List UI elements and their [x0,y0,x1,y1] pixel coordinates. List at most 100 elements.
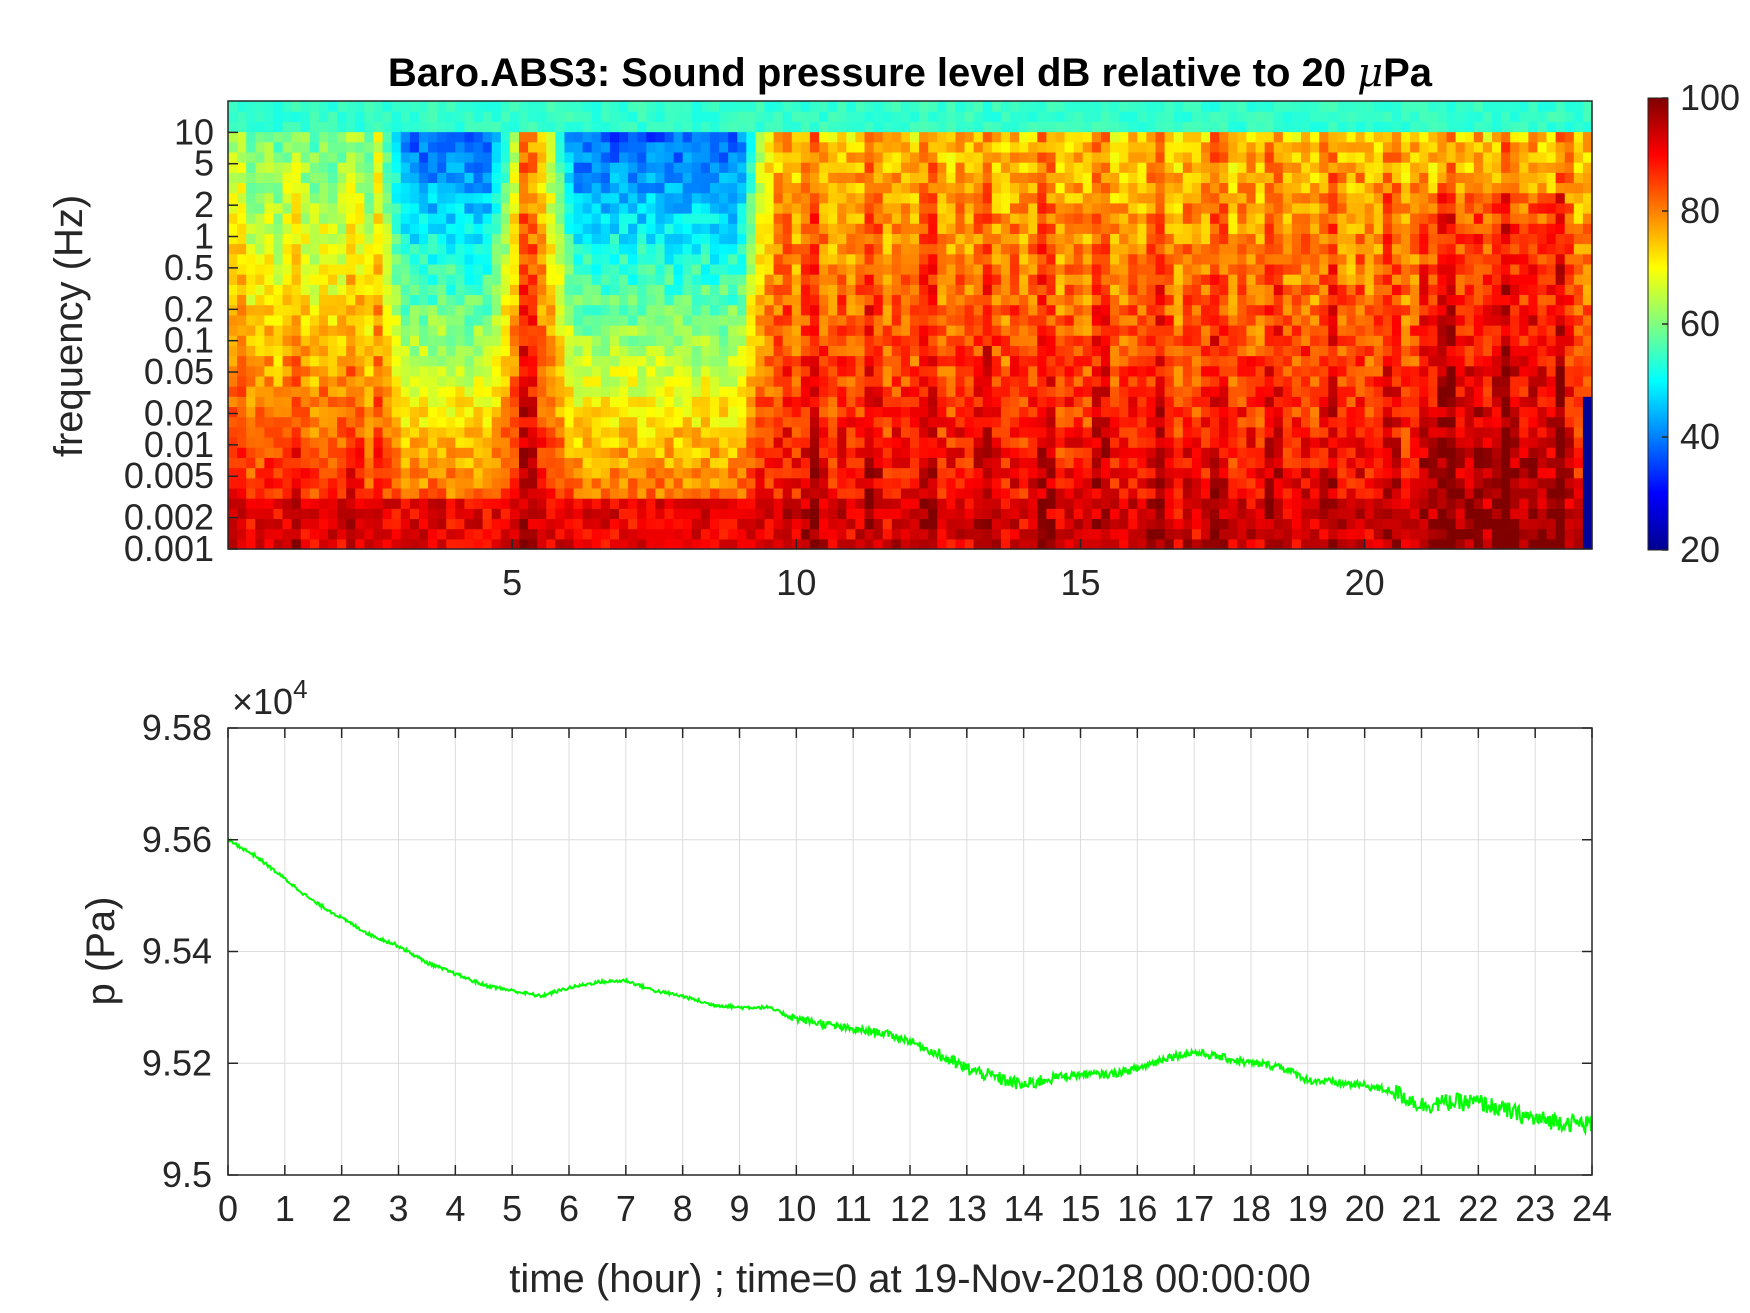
heatmap-cell [637,131,647,143]
heatmap-cell [700,508,711,520]
heatmap-cell [228,518,238,530]
heatmap-cell [1246,528,1257,540]
heatmap-cell [1119,131,1129,143]
heatmap-cell [355,304,365,316]
heatmap-cell [1019,375,1029,387]
heatmap-cell [264,101,275,112]
heatmap-cell [418,355,429,367]
heatmap-cell [1091,304,1102,316]
heatmap-cell [500,467,511,479]
heatmap-cell [1191,213,1202,224]
heatmap-cell [482,498,493,509]
heatmap-cell [800,457,811,469]
heatmap-cell [709,335,720,346]
heatmap-cell [373,396,384,408]
heatmap-cell [600,538,611,550]
heatmap-cell [228,426,238,438]
heatmap-cell [891,365,902,377]
heatmap-cell [864,233,875,245]
heatmap-cell [518,243,529,255]
heatmap-cell [473,141,484,153]
heatmap-cell [828,477,838,489]
heatmap-cell [355,213,365,224]
heatmap-cell [1019,365,1029,377]
heatmap-cell [237,233,247,245]
heatmap-cell [728,416,738,428]
heatmap-cell [555,467,566,479]
heatmap-cell [646,498,656,509]
heatmap-cell [1100,314,1111,326]
heatmap-cell [255,192,265,204]
heatmap-cell [1173,447,1184,458]
heatmap-cell [682,111,693,122]
heatmap-cell [837,172,847,184]
heatmap-cell [1210,121,1220,133]
heatmap-cell [937,498,947,509]
heatmap-cell [973,294,984,306]
heatmap-cell [537,182,547,194]
heatmap-cell [655,182,666,194]
heatmap-cell [619,121,629,133]
heatmap-cell [700,457,711,469]
heatmap-cell [228,467,238,479]
heatmap-cell [1200,151,1211,163]
heatmap-cell [446,141,456,153]
heatmap-cell [1046,192,1057,204]
heatmap-cell [1237,365,1248,377]
heatmap-cell [1110,508,1120,520]
heatmap-cell [809,182,820,194]
heatmap-cell [682,406,693,418]
heatmap-cell [309,518,320,530]
heatmap-cell [873,162,884,173]
heatmap-cell [719,528,729,540]
heatmap-cell [309,528,320,540]
heatmap-cell [891,253,902,265]
heatmap-cell [991,335,1002,346]
heatmap-cell [1146,365,1157,377]
heatmap-cell [1064,284,1075,296]
heatmap-cell [546,416,556,428]
heatmap-cell [482,508,493,520]
heatmap-cell [691,192,702,204]
heatmap-cell [1164,243,1175,255]
heatmap-cell [800,406,811,418]
heatmap-cell [709,182,720,194]
heatmap-cell [428,233,438,245]
heatmap-cell [700,528,711,540]
heatmap-cell [755,396,766,408]
heatmap-cell [673,498,684,509]
heatmap-cell [418,538,429,550]
heatmap-cell [300,447,311,458]
heatmap-cell [700,518,711,530]
heatmap-cell [982,375,993,387]
heatmap-cell [291,294,302,306]
heatmap-cell [509,467,520,479]
heatmap-cell [1110,477,1120,489]
heatmap-cell [309,263,320,275]
heatmap-cell [328,396,338,408]
heatmap-cell [228,477,238,489]
heatmap-cell [882,498,893,509]
heatmap-cell [373,121,384,133]
heatmap-cell [764,182,775,194]
heatmap-cell [491,304,502,316]
heatmap-cell [737,101,747,112]
heatmap-cell [982,487,993,499]
heatmap-cell [1191,375,1202,387]
heatmap-cell [264,406,275,418]
heatmap-cell [473,487,484,499]
heatmap-cell [437,426,447,438]
heatmap-cell [719,447,729,458]
heatmap-cell [955,518,966,530]
heatmap-cell [518,314,529,326]
heatmap-cell [973,192,984,204]
heatmap-cell [528,202,538,214]
heatmap-cell [337,375,347,387]
heatmap-cell [628,274,638,285]
heatmap-cell [828,101,838,112]
heatmap-cell [1037,487,1047,499]
heatmap-cell [709,528,720,540]
heatmap-cell [573,141,584,153]
heatmap-cell [255,131,265,143]
heatmap-cell [246,304,256,316]
